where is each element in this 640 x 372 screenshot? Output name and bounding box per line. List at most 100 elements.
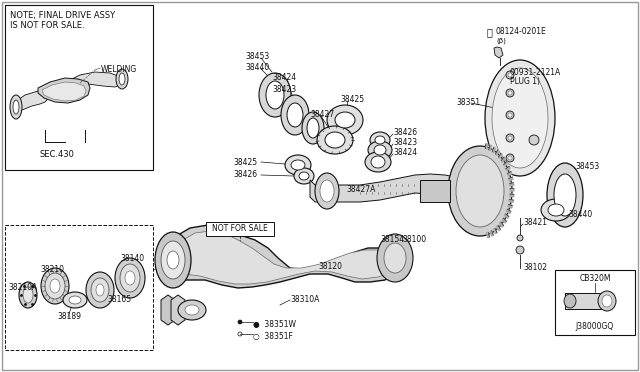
Text: (β): (β) — [496, 37, 506, 44]
Text: 38102: 38102 — [523, 263, 547, 272]
Polygon shape — [508, 204, 513, 208]
Ellipse shape — [161, 241, 185, 279]
Ellipse shape — [116, 69, 128, 89]
Polygon shape — [506, 209, 511, 214]
Ellipse shape — [602, 295, 612, 307]
Ellipse shape — [370, 132, 390, 148]
Polygon shape — [489, 145, 492, 151]
Bar — [555, 270, 635, 335]
Text: 38427A: 38427A — [346, 185, 376, 194]
Polygon shape — [500, 222, 504, 227]
Ellipse shape — [325, 132, 345, 148]
Ellipse shape — [281, 95, 309, 135]
Ellipse shape — [294, 168, 314, 184]
Circle shape — [508, 136, 512, 140]
Polygon shape — [508, 171, 512, 176]
Ellipse shape — [384, 243, 406, 273]
Ellipse shape — [178, 300, 206, 320]
Circle shape — [508, 73, 512, 77]
Text: CB320M: CB320M — [579, 274, 611, 283]
Text: 38421: 38421 — [523, 218, 547, 227]
Ellipse shape — [287, 103, 303, 127]
Circle shape — [516, 246, 524, 254]
Polygon shape — [310, 174, 465, 202]
Polygon shape — [487, 232, 490, 238]
Circle shape — [508, 156, 512, 160]
Ellipse shape — [167, 251, 179, 269]
Ellipse shape — [456, 155, 504, 227]
Circle shape — [506, 71, 514, 79]
Ellipse shape — [547, 163, 583, 227]
Text: 38351: 38351 — [456, 98, 480, 107]
Ellipse shape — [10, 95, 22, 119]
Ellipse shape — [63, 292, 87, 308]
Ellipse shape — [335, 112, 355, 128]
Polygon shape — [14, 90, 47, 113]
Text: 38426: 38426 — [393, 128, 417, 137]
Polygon shape — [510, 194, 514, 197]
Ellipse shape — [320, 180, 334, 202]
Ellipse shape — [291, 160, 305, 170]
Ellipse shape — [120, 264, 140, 292]
Polygon shape — [38, 78, 90, 103]
Text: 38210A: 38210A — [8, 283, 37, 292]
Ellipse shape — [492, 68, 548, 168]
Circle shape — [506, 111, 514, 119]
Circle shape — [238, 320, 242, 324]
Ellipse shape — [368, 141, 392, 159]
Polygon shape — [493, 228, 497, 234]
Text: J38000GQ: J38000GQ — [576, 322, 614, 331]
Ellipse shape — [50, 279, 60, 293]
Text: 38120: 38120 — [318, 262, 342, 271]
Ellipse shape — [69, 296, 81, 304]
Text: 38310A: 38310A — [290, 295, 319, 304]
Ellipse shape — [119, 73, 125, 85]
Ellipse shape — [115, 258, 145, 298]
Text: 38140: 38140 — [120, 254, 144, 263]
Polygon shape — [504, 161, 508, 166]
Ellipse shape — [185, 305, 199, 315]
Circle shape — [529, 135, 539, 145]
Text: 00931-2121A: 00931-2121A — [510, 68, 561, 77]
Text: 38425: 38425 — [340, 95, 364, 104]
Text: 38165: 38165 — [107, 295, 131, 304]
Text: 38424: 38424 — [272, 73, 296, 82]
Ellipse shape — [23, 287, 33, 303]
Text: 38424: 38424 — [393, 148, 417, 157]
Text: 38440: 38440 — [245, 63, 269, 72]
Ellipse shape — [13, 100, 19, 114]
Text: 38453: 38453 — [575, 162, 599, 171]
Polygon shape — [504, 214, 509, 218]
Ellipse shape — [86, 272, 114, 308]
Polygon shape — [485, 144, 488, 149]
Text: ●  38351W: ● 38351W — [253, 320, 296, 329]
Circle shape — [506, 134, 514, 142]
Bar — [565, 293, 603, 309]
Text: 38453: 38453 — [245, 52, 269, 61]
Ellipse shape — [541, 199, 571, 221]
Text: 38210: 38210 — [40, 265, 64, 274]
Text: NOTE; FINAL DRIVE ASSY: NOTE; FINAL DRIVE ASSY — [10, 11, 115, 20]
Polygon shape — [494, 47, 503, 58]
Text: SEC.430: SEC.430 — [40, 150, 74, 159]
Ellipse shape — [259, 73, 291, 117]
Polygon shape — [490, 231, 493, 236]
Ellipse shape — [266, 81, 284, 109]
Circle shape — [506, 154, 514, 162]
Circle shape — [517, 235, 523, 241]
Bar — [420, 180, 450, 202]
Ellipse shape — [19, 282, 37, 308]
Text: 38154: 38154 — [380, 235, 404, 244]
Polygon shape — [506, 166, 510, 171]
Polygon shape — [497, 225, 500, 231]
Text: 38423: 38423 — [272, 85, 296, 94]
Circle shape — [508, 91, 512, 95]
Text: IS NOT FOR SALE.: IS NOT FOR SALE. — [10, 21, 84, 30]
Polygon shape — [168, 225, 405, 288]
Text: Ⓑ: Ⓑ — [487, 27, 493, 37]
Ellipse shape — [317, 126, 353, 154]
Circle shape — [508, 113, 512, 117]
Ellipse shape — [371, 156, 385, 168]
Ellipse shape — [365, 152, 391, 172]
Ellipse shape — [448, 146, 512, 236]
